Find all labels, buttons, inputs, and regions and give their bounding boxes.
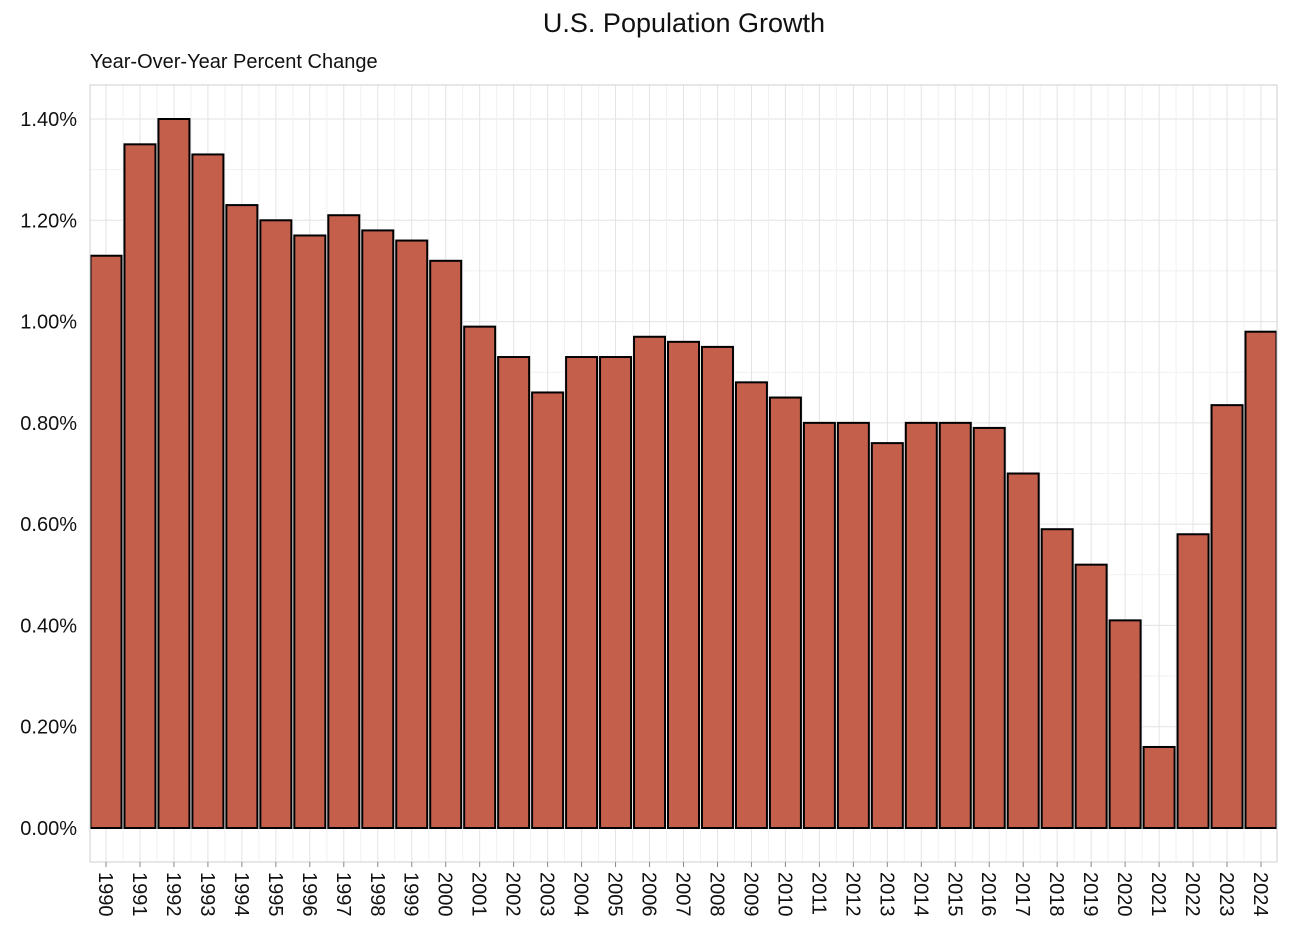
y-tick-label: 1.00% [20,312,77,334]
x-tick-label: 1991 [128,872,150,917]
x-tick-label: 2011 [807,872,829,915]
x-tick-label: 2000 [434,872,456,917]
y-tick-label: 0.80% [20,413,77,435]
bar-1999 [395,239,429,830]
x-tick-label: 1996 [298,872,320,917]
x-tick-label: 1998 [366,872,388,917]
bar-1994 [225,204,259,830]
y-tick-label: 0.60% [20,514,77,536]
x-tick-label: 2019 [1079,872,1101,917]
bar-2018 [1040,528,1074,829]
bar-2012 [836,421,870,829]
bar-1991 [123,143,157,830]
x-tick-label: 1992 [162,872,184,917]
x-tick-label: 2010 [773,872,795,917]
x-tick-label: 2020 [1113,872,1135,917]
bar-2005 [599,356,633,829]
y-tick-label: 1.40% [20,109,77,131]
bar-2024 [1244,330,1278,829]
bar-2014 [904,421,938,829]
bar-2004 [565,356,599,829]
bar-2008 [700,345,734,829]
x-tick-label: 2007 [672,872,694,917]
bar-2017 [1006,472,1040,829]
bars [89,118,1278,830]
x-tick-label: 1990 [94,872,116,917]
bar-1998 [361,229,395,829]
bar-2019 [1074,563,1108,830]
bar-2003 [531,391,565,829]
y-tick-label: 0.40% [20,615,77,637]
x-tick-label: 2021 [1147,872,1169,917]
x-tick-label: 2022 [1181,872,1203,917]
x-tick-label: 2024 [1249,872,1271,917]
x-tick-label: 2016 [977,872,999,917]
bar-2010 [768,396,802,829]
bar-1993 [191,153,225,829]
bar-1990 [89,254,123,829]
x-tick-label: 2006 [638,872,660,917]
x-tick-label: 1995 [264,872,286,917]
x-tick-label: 2002 [502,872,524,917]
bar-2022 [1176,533,1210,829]
bar-2000 [429,259,463,829]
x-tick-label: 2014 [909,872,931,917]
x-tick-label: 2008 [705,872,727,917]
y-axis: 0.00% 0.20% 0.40% 0.60% 0.80% 1.00% 1.20% 1.40% [20,109,77,840]
bar-2013 [870,442,904,829]
bar-2023 [1210,404,1244,829]
x-tick-label: 2015 [943,872,965,917]
bar-1997 [327,214,361,829]
bar-2011 [802,421,836,829]
x-axis: 1990 1991 1992 1993 1994 1995 1996 1997 1998 1999… [94,862,1271,917]
bar-2002 [497,356,531,829]
x-tick-label: 2004 [570,872,592,917]
x-tick-label: 2009 [739,872,761,917]
x-tick-label: 2001 [468,872,490,917]
bar-2016 [972,426,1006,829]
x-tick-label: 2018 [1045,872,1067,917]
bar-2007 [667,340,700,829]
bar-2015 [938,421,972,829]
bar-2020 [1108,619,1142,829]
bar-2006 [633,335,667,829]
x-tick-label: 2005 [604,872,626,917]
x-tick-label: 1999 [400,872,422,917]
y-tick-label: 0.00% [20,818,77,840]
x-tick-label: 1993 [196,872,218,917]
x-tick-label: 2013 [875,872,897,917]
bar-1995 [259,219,293,830]
x-tick-label: 1994 [230,872,252,917]
bar-1996 [293,234,327,829]
bar-2009 [734,381,768,829]
bar-1992 [157,118,191,829]
x-tick-label: 2023 [1215,872,1237,917]
chart-title: U.S. Population Growth [543,8,825,38]
bar-2001 [463,325,497,829]
x-tick-label: 2017 [1011,872,1033,917]
x-tick-label: 1997 [332,872,354,917]
y-tick-label: 1.20% [20,210,77,232]
chart-subtitle: Year-Over-Year Percent Change [90,51,378,73]
bar-2021 [1142,745,1176,830]
x-tick-label: 2012 [841,872,863,917]
x-tick-label: 2003 [536,872,558,917]
y-tick-label: 0.20% [20,717,77,739]
